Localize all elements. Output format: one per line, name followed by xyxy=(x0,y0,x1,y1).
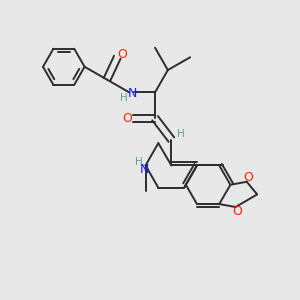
Text: N: N xyxy=(140,163,149,176)
Text: O: O xyxy=(118,48,128,61)
Text: H: H xyxy=(120,93,128,103)
Text: N: N xyxy=(128,87,137,100)
Text: O: O xyxy=(243,171,253,184)
Text: O: O xyxy=(232,205,242,218)
Text: H: H xyxy=(177,129,185,139)
Text: O: O xyxy=(122,112,132,125)
Text: H: H xyxy=(135,158,143,167)
